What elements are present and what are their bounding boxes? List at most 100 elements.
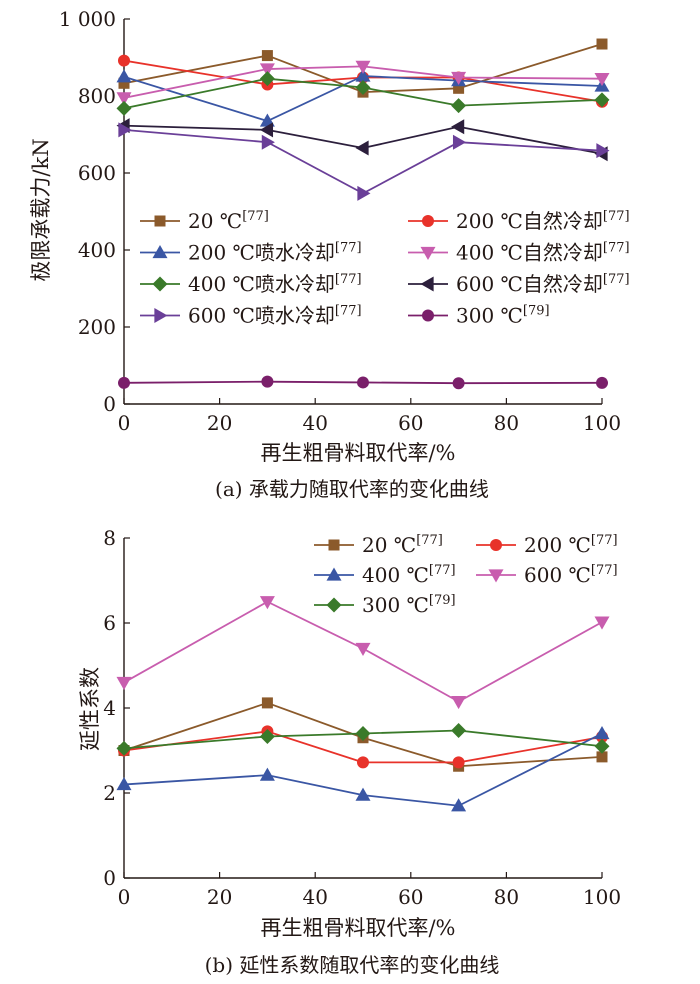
data-point <box>261 375 274 388</box>
data-point <box>451 119 465 135</box>
data-point <box>116 69 132 83</box>
data-point <box>357 756 369 769</box>
x-axis-label-b: 再生粗骨料取代率/% <box>260 916 455 940</box>
y-axis-label-b: 延性系数 <box>78 667 102 751</box>
y-tick-label: 200 <box>78 315 116 339</box>
data-point <box>355 787 371 801</box>
y-axis-label-a: 极限承载力/kN <box>29 138 53 281</box>
caption-b: (b) 延性系数随取代率的变化曲线 <box>205 953 500 977</box>
x-tick-label: 0 <box>118 885 131 909</box>
legend-marker <box>488 569 504 583</box>
data-point <box>452 134 467 150</box>
data-point <box>355 140 369 156</box>
legend-label: 200 ℃[77] <box>524 533 618 557</box>
data-point <box>451 798 467 812</box>
x-tick-label: 0 <box>118 411 131 435</box>
data-point <box>118 376 130 389</box>
legend-marker <box>420 276 434 292</box>
data-point <box>259 63 275 77</box>
data-point <box>594 738 610 754</box>
data-point <box>596 751 608 763</box>
data-point <box>594 616 610 630</box>
legend-item: 400 ℃[77] <box>314 563 456 587</box>
data-point <box>451 696 467 710</box>
legend-item: 600 ℃喷水冷却[77] <box>140 304 362 328</box>
data-point <box>355 68 371 82</box>
legend-item: 20 ℃[77] <box>314 533 443 557</box>
legend-item: 20 ℃[77] <box>140 209 269 233</box>
data-point <box>596 376 608 389</box>
x-tick-label: 60 <box>398 411 423 435</box>
y-tick-label: 6 <box>103 611 116 635</box>
legend-marker <box>326 567 342 581</box>
legend-item: 200 ℃[77] <box>476 533 618 557</box>
legend-item: 600 ℃[77] <box>476 563 618 587</box>
legend-item: 300 ℃[79] <box>408 304 550 328</box>
x-tick-label: 40 <box>302 885 327 909</box>
data-point <box>116 777 132 791</box>
legend-label: 600 ℃喷水冷却[77] <box>188 304 362 328</box>
panel-a-load-capacity-chart: 极限承载力/kN 再生粗骨料取代率/% (a) 承载力随取代率的变化曲线 0 20… <box>29 7 630 501</box>
data-point <box>259 122 274 138</box>
legend-label: 600 ℃自然冷却[77] <box>456 272 630 296</box>
data-point <box>355 60 371 74</box>
legend-label: 300 ℃[79] <box>362 593 456 617</box>
x-tick-label: 100 <box>583 411 621 435</box>
legend-label: 300 ℃[79] <box>456 304 550 328</box>
legend-marker <box>328 539 340 551</box>
legend-marker <box>490 539 502 551</box>
legend-marker <box>326 597 342 613</box>
x-tick-label: 20 <box>207 885 232 909</box>
data-point <box>116 100 132 116</box>
legend-marker <box>154 308 168 323</box>
legend-item: 600 ℃自然冷却[77] <box>408 272 630 296</box>
legend-label: 400 ℃[77] <box>362 563 456 587</box>
legend-item: 400 ℃喷水冷却[77] <box>140 272 362 296</box>
data-point <box>357 185 371 201</box>
data-point <box>451 98 467 114</box>
x-tick-label: 20 <box>207 411 232 435</box>
data-point <box>261 134 275 150</box>
data-point <box>259 767 275 781</box>
y-tick-label: 0 <box>103 392 116 416</box>
data-point <box>451 723 467 739</box>
legend-label: 600 ℃[77] <box>524 563 618 587</box>
legend-label: 400 ℃自然冷却[77] <box>456 241 630 265</box>
y-tick-label: 800 <box>78 84 116 108</box>
y-tick-label: 1 000 <box>59 7 116 31</box>
data-point <box>259 113 275 127</box>
x-tick-label: 80 <box>494 885 519 909</box>
data-point <box>261 50 273 62</box>
x-axis-label-a: 再生粗骨料取代率/% <box>260 441 455 465</box>
data-point <box>594 726 610 740</box>
data-point <box>118 54 130 67</box>
data-point <box>118 122 132 138</box>
legend-label: 200 ℃自然冷却[77] <box>456 209 630 233</box>
data-point <box>355 726 371 741</box>
data-point <box>116 92 132 106</box>
y-tick-label: 8 <box>103 526 116 550</box>
legend-marker <box>152 276 168 292</box>
data-point <box>259 71 275 87</box>
y-tick-label: 400 <box>78 238 116 262</box>
data-point <box>355 642 371 656</box>
data-point <box>259 728 275 744</box>
data-point <box>116 740 132 756</box>
legend-item: 400 ℃自然冷却[77] <box>408 241 630 265</box>
data-point <box>596 143 610 159</box>
data-point <box>261 697 273 709</box>
legend-marker <box>420 246 436 260</box>
legend-item: 200 ℃喷水冷却[77] <box>140 241 362 265</box>
data-point <box>594 92 610 108</box>
data-point <box>452 377 465 390</box>
legend-item: 300 ℃[79] <box>314 593 456 617</box>
data-point <box>594 73 610 87</box>
legend-marker <box>422 215 434 227</box>
legend-label: 20 ℃[77] <box>188 209 269 233</box>
legend-label: 200 ℃喷水冷却[77] <box>188 241 362 265</box>
legend-item: 200 ℃自然冷却[77] <box>408 209 630 233</box>
data-point <box>116 676 132 690</box>
caption-a: (a) 承载力随取代率的变化曲线 <box>215 477 489 501</box>
y-tick-label: 600 <box>78 161 116 185</box>
